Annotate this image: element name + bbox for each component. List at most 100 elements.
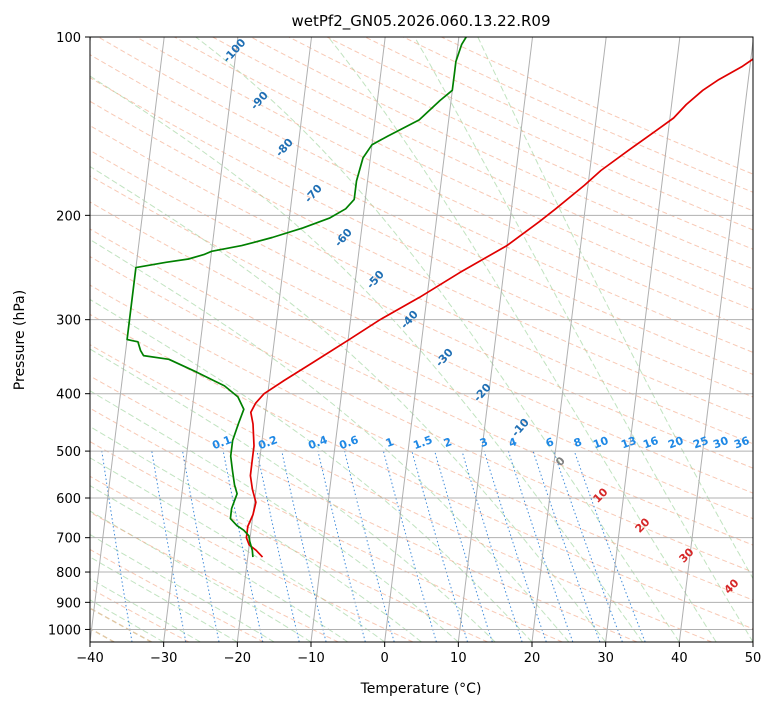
y-tick-label: 600 [56,492,81,507]
dry-adiabat-line [288,37,753,250]
moist-adiabat-line [90,534,275,642]
mixing-ratio-line [281,450,327,642]
mixing-ratio-label: 20 [666,434,685,452]
isobars [90,37,753,630]
x-tick-label: −30 [150,651,177,666]
mixing-ratio-line [434,450,493,642]
mixing-ratio-line [411,450,468,642]
x-tick-label: −20 [224,651,251,666]
mixing-ratio-line [151,451,187,642]
dry-adiabat-line [90,77,753,398]
dry-adiabat-line [326,37,753,231]
moist-adiabat-line [195,37,680,642]
temperature-line [245,58,753,558]
mixing-ratio-line [553,450,623,642]
isotherm-line [163,37,239,642]
mixing-ratio-label: 3 [478,435,490,450]
dry-adiabat-line [90,228,753,546]
moist-adiabat-line [90,165,607,642]
isotherm-line [531,37,607,642]
moist-adiabat-line [414,37,753,642]
x-tick-label: 30 [597,651,614,666]
mixing-ratio-label: 0.1 [210,433,233,452]
mixing-ratio-lines [101,450,646,642]
moist-adiabat-line [327,37,717,642]
mixing-ratio-line [461,450,523,642]
dry-adiabat-line [90,375,638,642]
x-tick-label: 10 [450,651,467,666]
mixing-ratio-line [483,450,547,642]
mixing-ratio-label: 0.6 [337,433,360,452]
x-tick-label: −10 [297,651,324,666]
mixing-ratio-label: 1 [384,435,396,450]
sounding-series [126,37,753,558]
mixing-ratio-label: 13 [619,434,638,451]
y-tick-label: 1000 [48,623,81,638]
y-tick-label: 300 [56,314,81,329]
y-tick-label: 700 [56,532,81,547]
dry-adiabat-line [90,175,753,494]
dry-adiabats [90,37,753,642]
mixing-ratio-label: 36 [732,434,751,452]
x-tick-label: 40 [671,651,688,666]
dry-adiabat-line [98,37,753,353]
y-tick-label: 900 [56,596,81,611]
mixing-ratio-label: 0.2 [256,433,279,452]
dry-adiabat-line [90,100,753,421]
dry-adiabat-line [90,284,753,601]
dry-adiabat-line [90,344,712,642]
mixing-ratio-line [344,450,395,642]
moist-adiabat-line [90,75,643,642]
x-tick-label: 0 [381,651,389,666]
y-axis-label: Pressure (hPa) [12,290,28,390]
mixing-ratio-label: 10 [591,434,610,452]
y-tick-label: 200 [56,209,81,224]
dry-adiabat-line [90,125,753,445]
mixing-ratio-line [382,450,437,642]
mixing-ratio-label: 0.4 [306,433,329,452]
dry-adiabat-line [90,441,488,642]
isotherm-line [384,37,460,642]
isotherm-line [605,37,681,642]
moist-adiabat-line [477,37,753,580]
mixing-ratio-label: 4 [507,435,519,450]
isotherm-line [678,37,753,642]
dry-adiabat-line [90,407,563,642]
x-axis-label: Temperature (°C) [360,681,482,697]
plot-frame [89,36,754,643]
x-tick-label: −40 [76,651,103,666]
mixing-ratio-label: 1.5 [411,433,434,452]
mixing-ratio-label: 6 [544,435,556,450]
dry-adiabat-line [136,37,753,332]
y-tick-label: 500 [56,445,81,460]
x-axis: −40 −30 −20 −10 0 10 20 30 40 50 [76,642,761,666]
chart-title: wetPf2_GN05.2026.060.13.22.R09 [291,12,550,31]
moist-adiabat-line [90,457,385,642]
mixing-ratio-line [182,451,220,642]
mixing-ratio-label: 25 [691,434,710,451]
dry-adiabat-line [174,37,753,311]
isotherm-line [457,37,534,642]
dewpoint-line [126,37,467,558]
mixing-ratio-line [256,451,300,642]
mixing-ratio-label: 30 [711,434,730,452]
dry-adiabat-line [364,37,753,212]
dry-adiabat-line [90,511,339,642]
x-tick-label: 20 [524,651,541,666]
dry-adiabat-line [90,475,414,642]
mixing-ratio-line [317,450,366,642]
moist-adiabat-line [90,239,570,642]
mixing-ratio-label: 16 [641,434,660,452]
y-axis: 100 200 300 400 500 600 700 800 900 1000 [48,31,90,638]
moist-adiabat-line [90,390,459,642]
mixing-ratio-line [532,450,601,642]
y-tick-label: 800 [56,566,81,581]
mixing-ratio-label: 8 [572,435,584,450]
mixing-ratio-line [101,451,133,642]
mixing-ratio-line [507,450,574,642]
x-tick-label: 50 [745,651,762,666]
y-tick-label: 100 [56,31,81,46]
isotherm-line [752,637,753,642]
mixing-ratio-label: 2 [442,435,454,450]
